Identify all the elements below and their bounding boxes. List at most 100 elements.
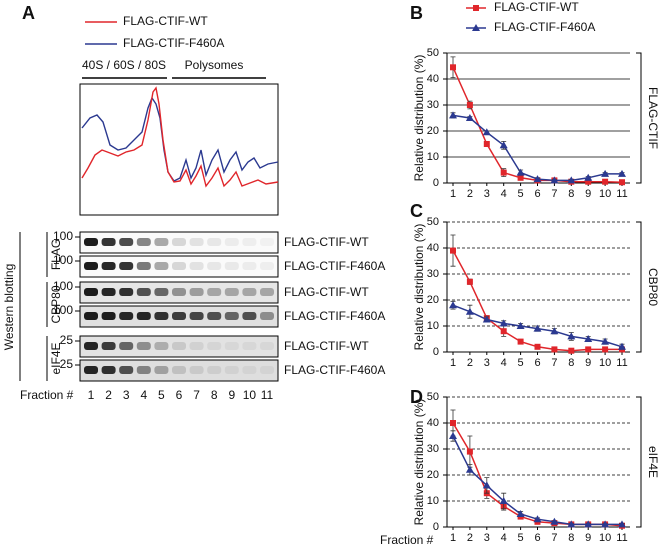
blot-band bbox=[242, 238, 257, 246]
y-tick-label: 20 bbox=[427, 125, 439, 137]
x-tick-label: 8 bbox=[568, 532, 574, 544]
legend-label: FLAG-CTIF-F460A bbox=[494, 20, 595, 34]
blot-band bbox=[172, 312, 186, 320]
row-label: FLAG-CTIF-WT bbox=[284, 285, 369, 299]
blot-band bbox=[189, 312, 204, 320]
y-tick-label: 0 bbox=[433, 177, 439, 189]
blot-band bbox=[172, 238, 186, 246]
x-tick-label: 1 bbox=[450, 188, 456, 200]
blot-band bbox=[84, 288, 98, 296]
blot-band bbox=[136, 342, 151, 350]
marker bbox=[517, 338, 524, 345]
blot-band bbox=[189, 262, 204, 270]
y-tick-label: 10 bbox=[427, 320, 439, 332]
row-label: FLAG-CTIF-WT bbox=[284, 339, 369, 353]
fraction-number: 11 bbox=[261, 388, 274, 402]
blot-band bbox=[101, 312, 116, 320]
marker bbox=[499, 497, 508, 504]
y-tick-label: 40 bbox=[427, 242, 439, 254]
series-line bbox=[452, 422, 623, 527]
blot-band bbox=[224, 262, 239, 270]
marker bbox=[584, 335, 593, 342]
x-tick-label: 5 bbox=[518, 357, 524, 369]
x-tick-label: 4 bbox=[501, 188, 507, 200]
marker bbox=[500, 328, 507, 335]
y-tick-label: 40 bbox=[427, 73, 439, 85]
x-tick-label: 9 bbox=[585, 357, 591, 369]
marker bbox=[533, 324, 542, 332]
blot-title: Western blotting bbox=[2, 264, 16, 351]
marker bbox=[499, 141, 508, 149]
blot-band bbox=[136, 366, 151, 374]
blot-band bbox=[154, 342, 169, 350]
row-label: FLAG-CTIF-F460A bbox=[284, 259, 385, 273]
y-tick-label: 30 bbox=[427, 268, 439, 280]
x-tick-label: 9 bbox=[585, 188, 591, 200]
x-tick-label: 11 bbox=[616, 188, 627, 200]
blot-band bbox=[101, 262, 116, 270]
fraction-label: Fraction # bbox=[20, 388, 74, 402]
y-tick-label: 40 bbox=[427, 417, 439, 429]
x-tick-label: 5 bbox=[518, 532, 524, 544]
marker bbox=[533, 175, 542, 183]
marker bbox=[533, 515, 542, 523]
fraction-number: 5 bbox=[158, 388, 165, 402]
blot-band bbox=[242, 342, 257, 350]
y-tick-label: 50 bbox=[427, 47, 439, 59]
series-line bbox=[452, 250, 622, 352]
marker bbox=[585, 178, 592, 185]
x-tick-label: 2 bbox=[467, 532, 473, 544]
blot-band bbox=[189, 288, 204, 296]
blot-row bbox=[79, 359, 279, 382]
x-tick-label: 10 bbox=[599, 532, 611, 544]
profile-frame bbox=[79, 83, 279, 216]
y-axis-label: Relative distribution (%) bbox=[412, 55, 426, 182]
marker bbox=[482, 128, 491, 136]
blot-band bbox=[154, 288, 169, 296]
x-tick-label: 5 bbox=[518, 188, 524, 200]
x-tick-label: 6 bbox=[534, 532, 540, 544]
fraction-number: 6 bbox=[176, 388, 183, 402]
blot-band bbox=[84, 238, 98, 246]
blot-band bbox=[84, 366, 98, 374]
marker bbox=[449, 432, 457, 439]
fraction-number: 9 bbox=[228, 388, 235, 402]
blot-band bbox=[189, 342, 204, 350]
y-tick-label: 10 bbox=[427, 495, 439, 507]
marker bbox=[472, 24, 480, 31]
blot-band bbox=[172, 262, 186, 270]
blot-band bbox=[154, 366, 169, 374]
marker bbox=[450, 420, 456, 426]
blot-band bbox=[242, 262, 257, 270]
side-label: FLAG-CTIF bbox=[646, 87, 660, 149]
mw-label: 100 bbox=[53, 253, 73, 267]
marker bbox=[500, 169, 507, 176]
marker bbox=[568, 347, 575, 354]
group-label: eIF4E bbox=[49, 342, 63, 374]
mw-label: 100 bbox=[53, 279, 73, 293]
marker bbox=[517, 174, 524, 181]
blot-band bbox=[154, 238, 169, 246]
marker bbox=[465, 465, 474, 473]
x-axis-label: Fraction # bbox=[380, 533, 434, 547]
legend-label: FLAG-CTIF-F460A bbox=[123, 36, 224, 50]
marker bbox=[534, 343, 541, 350]
profile-curve bbox=[81, 86, 279, 188]
panel-label: A bbox=[22, 3, 35, 23]
blot-band bbox=[207, 288, 222, 296]
blot-row bbox=[79, 335, 279, 358]
blot-band bbox=[101, 238, 116, 246]
marker bbox=[601, 169, 610, 177]
blot-band bbox=[84, 342, 98, 350]
blot-row bbox=[79, 281, 279, 304]
marker bbox=[450, 64, 456, 71]
blot-band bbox=[172, 288, 186, 296]
row-label: FLAG-CTIF-WT bbox=[284, 235, 369, 249]
x-tick-label: 9 bbox=[585, 532, 591, 544]
blot-band bbox=[242, 288, 257, 296]
marker bbox=[601, 337, 610, 345]
blot-row bbox=[79, 231, 279, 254]
marker bbox=[601, 520, 610, 528]
marker bbox=[550, 176, 559, 184]
legend-label: FLAG-CTIF-WT bbox=[494, 0, 579, 14]
